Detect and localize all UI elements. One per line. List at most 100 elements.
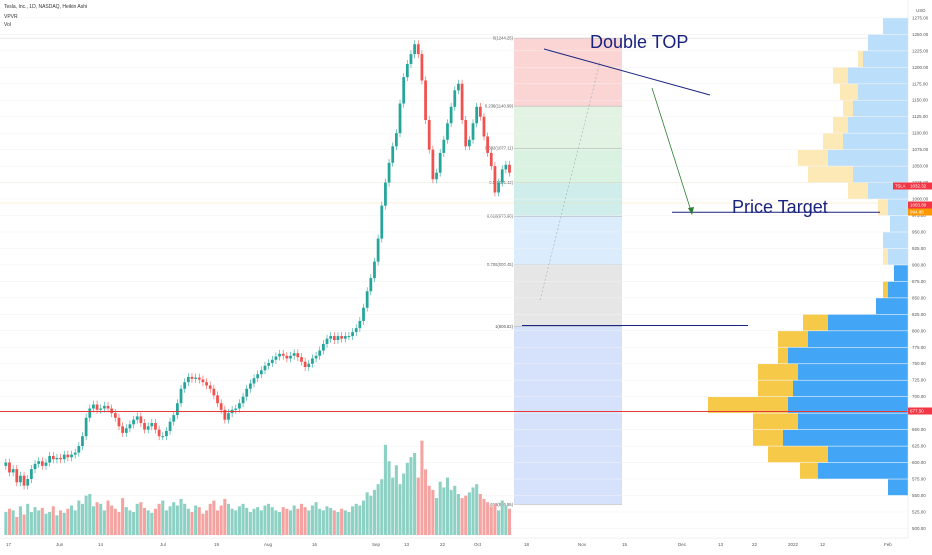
price-tick: 1100.00 — [912, 131, 928, 136]
volume-bar — [405, 462, 409, 535]
volume-bar — [121, 498, 125, 535]
price-tick: 950.00 — [912, 229, 926, 234]
volume-bar — [310, 505, 314, 535]
candle-body — [146, 426, 150, 430]
time-tick: 17 — [6, 542, 12, 547]
candle-body — [478, 106, 482, 117]
candle-body — [256, 374, 260, 379]
candle-body — [259, 370, 263, 375]
volume-bar — [91, 506, 95, 535]
candle-body — [55, 457, 59, 460]
volume-bar — [486, 502, 490, 535]
time-tick: Oct — [474, 542, 482, 547]
volume-bar — [157, 503, 161, 535]
candle-body — [154, 423, 157, 430]
vp-row-down — [833, 67, 848, 84]
volume-bar — [168, 506, 172, 535]
volume-bar — [376, 484, 380, 535]
vp-row-up — [890, 215, 908, 232]
price-tick: 600.00 — [912, 460, 926, 465]
candle-body — [427, 119, 431, 150]
candle-body — [66, 454, 70, 458]
candle-body — [102, 405, 106, 409]
vp-row-down — [883, 248, 888, 265]
vp-row-up — [788, 396, 908, 413]
volume-bar — [456, 494, 460, 535]
fib-retracement: 0(1244.25)0.236(1140.99)0.382(1077.11)0.… — [0, 36, 908, 507]
volume-bar — [124, 507, 128, 535]
candle-body — [409, 54, 413, 64]
volume-bar — [438, 481, 442, 535]
candle-body — [449, 106, 453, 124]
target-arrow — [651, 87, 693, 215]
candles — [4, 40, 511, 490]
candle-body — [40, 461, 44, 466]
candle-body — [183, 382, 187, 389]
volume-bar — [110, 505, 114, 535]
volume-bar — [270, 507, 274, 535]
candle-body — [329, 336, 333, 339]
price-tick: 575.00 — [912, 477, 926, 482]
volume-bar — [351, 506, 355, 535]
volume-bar — [99, 503, 103, 535]
volume-bar — [365, 492, 369, 535]
price-tick: 1250.00 — [912, 32, 929, 37]
candle-body — [500, 169, 504, 183]
candle-body — [77, 446, 81, 453]
candle-body — [238, 403, 241, 409]
price-tick: 975.00 — [912, 213, 926, 218]
vp-row-up — [848, 67, 908, 84]
price-tick: 1275.00 — [912, 15, 929, 20]
candle-body — [117, 417, 121, 427]
time-tick: Aug — [264, 542, 273, 547]
candle-body — [270, 359, 274, 364]
volume-bar — [424, 469, 428, 535]
indicator-vol[interactable]: Vol — [4, 22, 11, 28]
time-tick: 16 — [312, 542, 318, 547]
candle-body — [48, 455, 52, 463]
volume-bar — [88, 494, 92, 535]
volume-bar — [215, 510, 220, 535]
candle-body — [343, 336, 347, 339]
candle-body — [234, 408, 238, 410]
volume-bar — [285, 508, 289, 535]
volume-bar — [369, 495, 373, 535]
candle-body — [248, 383, 252, 389]
price-tick: 1200.00 — [912, 65, 929, 70]
volume-bar — [467, 492, 471, 535]
price-tick: 850.00 — [912, 295, 926, 300]
time-axis-bg — [0, 538, 932, 550]
volume-bar — [245, 507, 249, 535]
vp-row-up — [793, 380, 908, 397]
volume-bar — [307, 510, 311, 535]
candle-body — [497, 182, 500, 193]
fib-label: 0.236(1140.99) — [485, 104, 514, 109]
candle-body — [150, 423, 154, 427]
candle-body — [252, 378, 256, 384]
volume-bar — [37, 510, 41, 535]
volume-bar — [398, 484, 402, 535]
volume-bar — [442, 487, 446, 535]
volume-bar — [117, 512, 121, 535]
volume-bar — [336, 512, 340, 535]
candle-body — [84, 417, 88, 437]
volume-bar — [460, 498, 464, 535]
volume-bar — [164, 510, 168, 535]
candle-body — [369, 278, 373, 292]
volume-bar — [212, 500, 216, 535]
fib-trend-line — [539, 61, 601, 301]
volume-bar — [482, 498, 486, 535]
vp-row-up — [888, 281, 908, 298]
price-tick: 900.00 — [912, 262, 926, 267]
price-tick: 925.00 — [912, 246, 926, 251]
candle-body — [8, 462, 11, 473]
indicator-vpvr[interactable]: VPVR — [4, 14, 18, 20]
candle-body — [471, 123, 475, 140]
price-tick: 750.00 — [912, 361, 926, 366]
vp-row-down — [753, 429, 783, 446]
candle-body — [365, 291, 369, 308]
vp-row-down — [858, 51, 863, 68]
volume-bar — [66, 508, 70, 535]
volume-bar — [256, 507, 260, 535]
volume-bar — [190, 512, 194, 535]
